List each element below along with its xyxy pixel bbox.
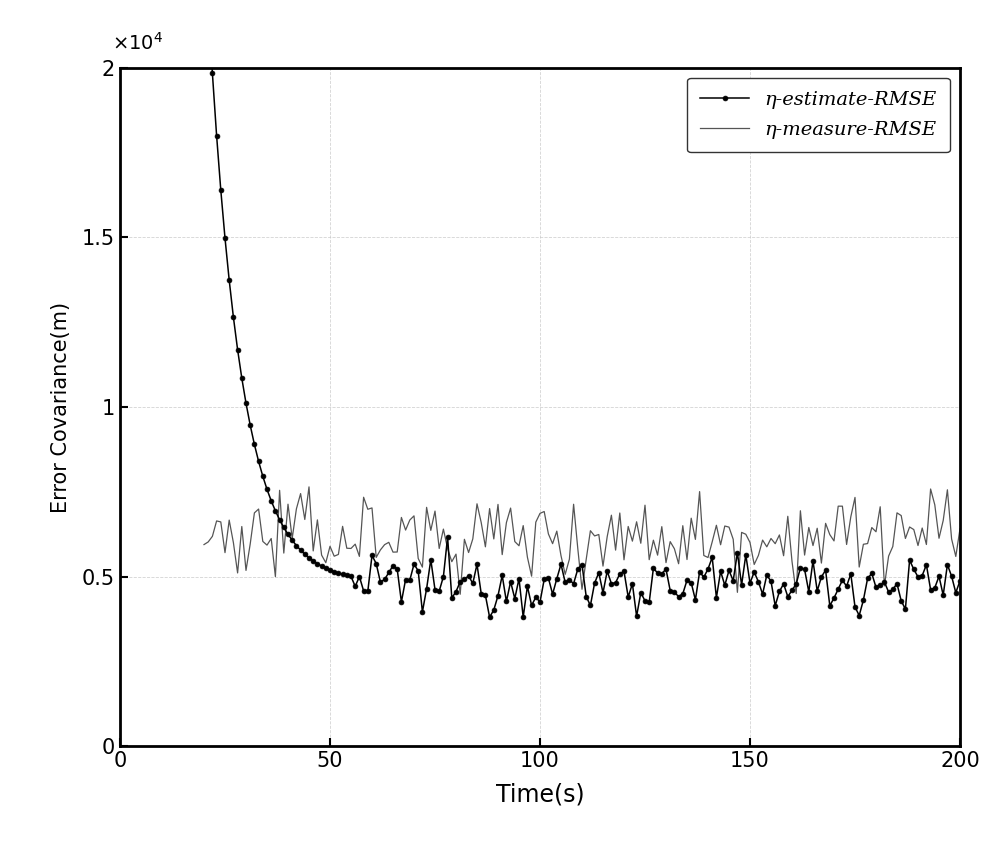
η-estimate-RMSE: [274, 515, 286, 525]
Line: η-estimate-RMSE: η-estimate-RMSE: [202, 0, 962, 620]
X-axis label: Time(s): Time(s): [496, 782, 584, 806]
η-estimate-RMSE: [954, 576, 966, 586]
η-measure-RMSE: [912, 540, 924, 550]
η-estimate-RMSE: [883, 587, 895, 597]
η-measure-RMSE: [274, 485, 286, 495]
Line: η-measure-RMSE: η-measure-RMSE: [204, 487, 960, 594]
Y-axis label: Error Covariance(m): Error Covariance(m): [51, 302, 71, 512]
Text: $\times 10^4$: $\times 10^4$: [112, 32, 163, 54]
η-measure-RMSE: [883, 551, 895, 561]
η-estimate-RMSE: [912, 572, 924, 582]
Legend: η-estimate-RMSE, η-measure-RMSE: η-estimate-RMSE, η-measure-RMSE: [687, 77, 950, 153]
η-measure-RMSE: [954, 523, 966, 533]
η-estimate-RMSE: [341, 571, 353, 581]
η-measure-RMSE: [341, 544, 353, 554]
